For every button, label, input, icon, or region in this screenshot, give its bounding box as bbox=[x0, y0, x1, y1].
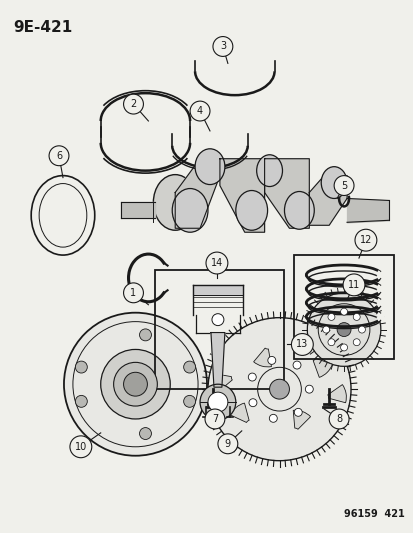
Circle shape bbox=[327, 313, 334, 320]
Ellipse shape bbox=[256, 155, 282, 187]
Text: 7: 7 bbox=[211, 414, 218, 424]
Polygon shape bbox=[211, 333, 224, 387]
Text: 1: 1 bbox=[130, 288, 136, 298]
Wedge shape bbox=[292, 410, 310, 429]
Circle shape bbox=[70, 436, 92, 458]
Circle shape bbox=[113, 362, 157, 406]
Circle shape bbox=[123, 372, 147, 396]
Circle shape bbox=[123, 94, 143, 114]
Wedge shape bbox=[230, 403, 249, 423]
Text: 12: 12 bbox=[359, 235, 371, 245]
Circle shape bbox=[267, 357, 275, 365]
Circle shape bbox=[340, 308, 347, 315]
Ellipse shape bbox=[172, 189, 207, 232]
Circle shape bbox=[336, 322, 350, 336]
Text: 8: 8 bbox=[335, 414, 341, 424]
Wedge shape bbox=[213, 374, 232, 391]
Circle shape bbox=[206, 252, 227, 274]
Circle shape bbox=[211, 314, 223, 326]
Text: 3: 3 bbox=[219, 42, 225, 52]
Circle shape bbox=[183, 361, 195, 373]
Circle shape bbox=[248, 399, 256, 407]
Text: 9: 9 bbox=[224, 439, 230, 449]
Text: 96159  421: 96159 421 bbox=[343, 510, 404, 519]
Ellipse shape bbox=[195, 149, 224, 184]
Circle shape bbox=[333, 175, 353, 196]
Circle shape bbox=[207, 392, 227, 412]
Wedge shape bbox=[253, 348, 271, 367]
Ellipse shape bbox=[284, 191, 313, 229]
Text: 13: 13 bbox=[296, 340, 308, 350]
Circle shape bbox=[269, 379, 289, 399]
Text: 10: 10 bbox=[75, 442, 87, 452]
Text: 5: 5 bbox=[340, 181, 347, 190]
Circle shape bbox=[207, 318, 350, 461]
Circle shape bbox=[49, 146, 69, 166]
Bar bbox=[155, 270, 284, 389]
Circle shape bbox=[269, 414, 277, 422]
Text: 2: 2 bbox=[130, 99, 136, 109]
Circle shape bbox=[291, 334, 313, 356]
Circle shape bbox=[190, 101, 209, 121]
Ellipse shape bbox=[235, 190, 267, 230]
Circle shape bbox=[183, 395, 195, 407]
Circle shape bbox=[358, 326, 365, 333]
Circle shape bbox=[305, 385, 313, 393]
Circle shape bbox=[212, 37, 232, 56]
Polygon shape bbox=[309, 175, 346, 225]
Text: 4: 4 bbox=[197, 106, 203, 116]
Circle shape bbox=[248, 373, 256, 381]
Circle shape bbox=[64, 313, 206, 456]
Text: 14: 14 bbox=[210, 258, 223, 268]
Circle shape bbox=[292, 361, 300, 369]
Circle shape bbox=[322, 326, 329, 333]
Circle shape bbox=[139, 427, 151, 440]
Circle shape bbox=[199, 384, 235, 420]
Circle shape bbox=[75, 395, 87, 407]
Circle shape bbox=[354, 229, 376, 251]
Text: 6: 6 bbox=[56, 151, 62, 161]
Bar bbox=[294, 255, 393, 359]
Circle shape bbox=[342, 274, 364, 296]
Circle shape bbox=[75, 361, 87, 373]
Circle shape bbox=[328, 409, 348, 429]
Wedge shape bbox=[327, 385, 346, 403]
Circle shape bbox=[340, 344, 347, 351]
Text: 9E-421: 9E-421 bbox=[13, 20, 72, 35]
Circle shape bbox=[123, 283, 143, 303]
Circle shape bbox=[306, 293, 380, 366]
Circle shape bbox=[217, 434, 237, 454]
Circle shape bbox=[139, 329, 151, 341]
Ellipse shape bbox=[153, 175, 197, 230]
Circle shape bbox=[327, 339, 334, 346]
Text: 11: 11 bbox=[347, 280, 359, 290]
Circle shape bbox=[100, 350, 170, 419]
Circle shape bbox=[294, 408, 301, 416]
Circle shape bbox=[352, 313, 359, 320]
Polygon shape bbox=[175, 159, 219, 228]
Ellipse shape bbox=[320, 167, 346, 198]
Polygon shape bbox=[264, 159, 309, 228]
Circle shape bbox=[204, 409, 224, 429]
Wedge shape bbox=[312, 358, 332, 377]
Circle shape bbox=[352, 339, 359, 346]
Polygon shape bbox=[219, 159, 264, 232]
